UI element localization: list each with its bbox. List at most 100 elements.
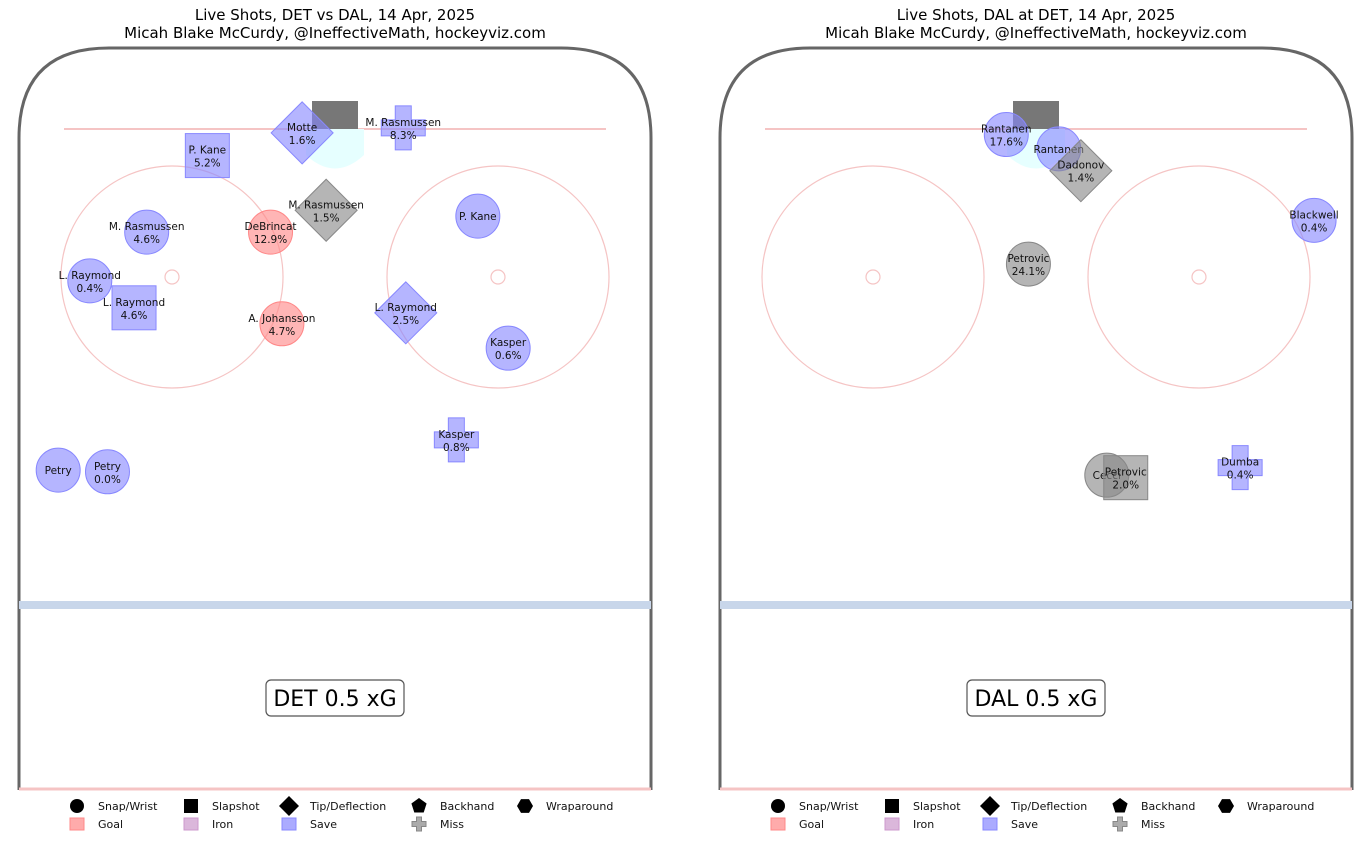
right-legend-goal-icon bbox=[770, 817, 786, 831]
left-shot-player-label-8: L. Raymond bbox=[103, 297, 165, 309]
right-shot-xg-label-0: 17.6% bbox=[990, 137, 1023, 149]
left-shot-xg-label-3: 1.5% bbox=[313, 212, 340, 224]
left-shot-xg-label-11: 0.6% bbox=[495, 350, 522, 362]
right-faceoff-dot-left bbox=[865, 269, 881, 285]
right-shot-player-label-6: Petrovic bbox=[1105, 467, 1147, 479]
left-shot-player-label-1: M. Rasmussen bbox=[365, 117, 441, 129]
left-shot-player-label-4: DeBrincat bbox=[245, 221, 297, 233]
right-shot-marker-2 bbox=[1049, 139, 1113, 203]
left-faceoff-circle-right bbox=[386, 165, 610, 389]
right-shot-xg-label-3: 0.4% bbox=[1301, 222, 1328, 234]
left-shot-marker-2 bbox=[184, 133, 230, 179]
left-shot-xg-label-14: 0.0% bbox=[94, 474, 121, 486]
left-legend-save-label: Save bbox=[310, 818, 337, 831]
right-shot-xg-label-4: 24.1% bbox=[1012, 266, 1045, 278]
left-shot-xg-label-10: 2.5% bbox=[392, 315, 419, 327]
left-legend: Snap/Wrist Slapshot Tip/Deflection Backhand… bbox=[69, 796, 613, 832]
right-shot-player-label-2: Dadonov bbox=[1057, 160, 1104, 172]
right-shot-xg-label-6: 2.0% bbox=[1112, 480, 1139, 492]
right-shot-player-label-7: Dumba bbox=[1221, 457, 1259, 469]
right-shot-marker-0 bbox=[983, 112, 1029, 158]
right-rink-boards bbox=[718, 46, 1354, 790]
left-shot-marker-1 bbox=[380, 105, 426, 151]
right-legend-goal-label: Goal bbox=[799, 818, 824, 831]
right-chart-title: Live Shots, DAL at DET, 14 Apr, 2025 bbox=[897, 6, 1176, 24]
left-shot-xg-label-0: 1.6% bbox=[289, 135, 316, 147]
left-legend-miss-icon bbox=[411, 816, 427, 832]
left-shot-xg-label-5: 4.6% bbox=[133, 234, 160, 246]
left-shot-marker-12 bbox=[433, 417, 479, 463]
right-shot-player-label-3: Blackwell bbox=[1289, 209, 1338, 221]
left-shot-player-label-13: Petry bbox=[45, 465, 72, 477]
right-legend-miss-label: Miss bbox=[1141, 818, 1165, 831]
left-shot-marker-14 bbox=[84, 449, 130, 495]
right-legend-iron-icon bbox=[884, 817, 900, 831]
left-shot-xg-label-1: 8.3% bbox=[390, 130, 417, 142]
right-shot-marker-4 bbox=[1005, 241, 1051, 287]
right-xg-label: DAL 0.5 xG bbox=[975, 687, 1098, 712]
right-legend-pentagon-label: Backhand bbox=[1141, 800, 1195, 813]
left-shot-player-label-2: P. Kane bbox=[189, 145, 227, 157]
left-shot-player-label-7: L. Raymond bbox=[59, 270, 121, 282]
left-shot-xg-label-2: 5.2% bbox=[194, 158, 221, 170]
left-shot-player-label-12: Kasper bbox=[438, 429, 475, 441]
left-shot-marker-8 bbox=[111, 285, 157, 331]
right-shot-xg-label-7: 0.4% bbox=[1227, 470, 1254, 482]
left-legend-square-label: Slapshot bbox=[212, 800, 260, 813]
left-legend-diamond-label: Tip/Deflection bbox=[309, 800, 386, 813]
right-legend-pentagon-icon bbox=[1112, 798, 1128, 813]
left-legend-iron-label: Iron bbox=[212, 818, 233, 831]
left-xg-label: DET 0.5 xG bbox=[273, 687, 396, 712]
left-shot-player-label-6: P. Kane bbox=[459, 211, 497, 223]
left-shot-marker-10 bbox=[374, 281, 438, 345]
left-chart-subtitle: Micah Blake McCurdy, @IneffectiveMath, h… bbox=[124, 24, 546, 42]
left-legend-goal-label: Goal bbox=[98, 818, 123, 831]
left-shot-player-label-3: M. Rasmussen bbox=[288, 199, 364, 211]
right-legend-diamond-label: Tip/Deflection bbox=[1010, 800, 1087, 813]
left-blue-line bbox=[19, 601, 651, 609]
left-shot-xg-label-8: 4.6% bbox=[121, 310, 148, 322]
left-legend-pentagon-label: Backhand bbox=[440, 800, 494, 813]
left-legend-circle-label: Snap/Wrist bbox=[98, 800, 158, 813]
left-faceoff-circle-left bbox=[60, 165, 284, 389]
left-faceoff-dot-left bbox=[164, 269, 180, 285]
left-shot-player-label-9: A. Johansson bbox=[248, 313, 315, 325]
right-blue-line bbox=[720, 601, 1352, 609]
left-legend-iron-icon bbox=[183, 817, 199, 831]
right-legend-circle-icon bbox=[771, 799, 785, 813]
right-shot-player-label-0: Rantanen bbox=[981, 124, 1031, 136]
left-rink-boards bbox=[17, 46, 653, 790]
left-shot-player-label-5: M. Rasmussen bbox=[109, 221, 185, 233]
right-legend-square-label: Slapshot bbox=[913, 800, 961, 813]
right-shot-marker-6 bbox=[1103, 455, 1149, 501]
right-rink-panel: Live Shots, DAL at DET, 14 Apr, 2025 Mic… bbox=[718, 6, 1354, 791]
left-shot-xg-label-7: 0.4% bbox=[76, 283, 103, 295]
left-shot-marker-6 bbox=[455, 193, 501, 239]
left-legend-hexagon-icon bbox=[517, 799, 533, 813]
left-legend-miss-label: Miss bbox=[440, 818, 464, 831]
left-shot-xg-label-12: 0.8% bbox=[443, 442, 470, 454]
left-shot-player-label-11: Kasper bbox=[490, 337, 527, 349]
left-shot-player-label-0: Motte bbox=[287, 122, 317, 134]
right-legend-miss-icon bbox=[1112, 816, 1128, 832]
left-legend-pentagon-icon bbox=[411, 798, 427, 813]
right-shot-player-label-4: Petrovic bbox=[1007, 253, 1049, 265]
left-shot-marker-4 bbox=[248, 209, 294, 255]
right-legend-hexagon-label: Wraparound bbox=[1247, 800, 1314, 813]
right-legend-diamond-icon bbox=[980, 796, 1000, 816]
left-shot-marker-7 bbox=[67, 258, 113, 304]
left-legend-hexagon-label: Wraparound bbox=[546, 800, 613, 813]
left-legend-square-icon bbox=[184, 799, 198, 813]
right-xg-box bbox=[966, 679, 1106, 717]
left-xg-box bbox=[265, 679, 405, 717]
right-chart-subtitle: Micah Blake McCurdy, @IneffectiveMath, h… bbox=[825, 24, 1247, 42]
left-chart-title: Live Shots, DET vs DAL, 14 Apr, 2025 bbox=[195, 6, 475, 24]
left-shot-marker-9 bbox=[259, 301, 305, 347]
left-legend-goal-icon bbox=[69, 817, 85, 831]
right-faceoff-circle-left bbox=[761, 165, 985, 389]
right-shot-marker-3 bbox=[1291, 197, 1337, 243]
left-shot-player-label-14: Petry bbox=[94, 461, 121, 473]
right-legend-iron-label: Iron bbox=[913, 818, 934, 831]
left-shot-marker-5 bbox=[124, 209, 170, 255]
